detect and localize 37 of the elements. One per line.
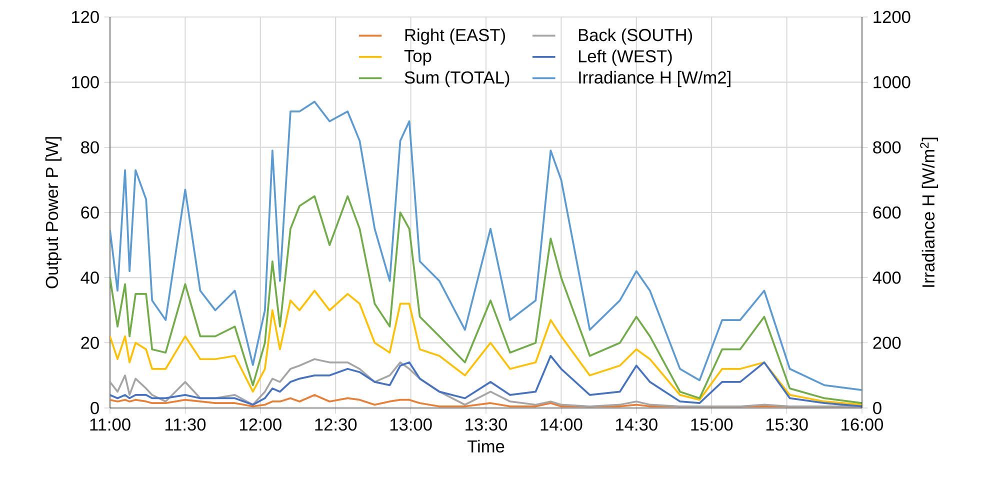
- x-tick-label: 15:00: [691, 418, 733, 431]
- y2-tick-label: 200: [873, 336, 901, 349]
- x-tick-label: 13:00: [390, 418, 432, 431]
- x-tick-label: 12:30: [315, 418, 357, 431]
- x-tick-label: 12:00: [240, 418, 282, 431]
- x-tick-label: 13:30: [466, 418, 508, 431]
- y-tick-label: 20: [81, 336, 99, 349]
- y2-tick-label: 0: [873, 402, 882, 414]
- y-tick-label: 60: [81, 206, 99, 219]
- legend-label: Top: [404, 50, 432, 66]
- y2-tick-label: 600: [873, 206, 901, 219]
- x-axis-title: Time: [467, 440, 504, 453]
- y-tick-label: 40: [80, 272, 99, 284]
- legend-label: Left (WEST): [578, 50, 672, 66]
- x-tick-label: 15:30: [766, 418, 808, 431]
- x-tick-label: 14:30: [616, 418, 658, 431]
- legend-label: Irradiance H [W/m2]: [579, 70, 730, 88]
- line-series: [110, 290, 862, 406]
- line-series: [110, 100, 862, 392]
- x-tick-label: 14:00: [540, 418, 582, 431]
- y-tick-label: 0: [90, 402, 99, 414]
- y-tick-label: 80: [81, 141, 99, 154]
- y-tick-label: 120: [72, 10, 99, 24]
- y2-tick-label: 400: [872, 272, 901, 284]
- x-tick-label: 16:00: [842, 418, 884, 431]
- y2-tick-label: 1200: [874, 10, 910, 24]
- y2-axis-title: Irradiance H [W/m$^{2}$]: [920, 138, 938, 287]
- legend-label: Right (EAST): [405, 28, 505, 45]
- legend-label: Sum (TOTAL): [404, 70, 510, 88]
- y2-tick-label: 800: [873, 141, 901, 154]
- x-tick-label: 11:30: [165, 418, 206, 431]
- y-axis-title: Output Power P [W]: [45, 137, 62, 288]
- line-series: [110, 195, 862, 404]
- legend-label: Back (SOUTH): [578, 28, 692, 45]
- y2-tick-label: 1000: [874, 76, 910, 88]
- x-tick-label: 11:00: [90, 418, 130, 431]
- y-tick-label: 100: [72, 76, 99, 88]
